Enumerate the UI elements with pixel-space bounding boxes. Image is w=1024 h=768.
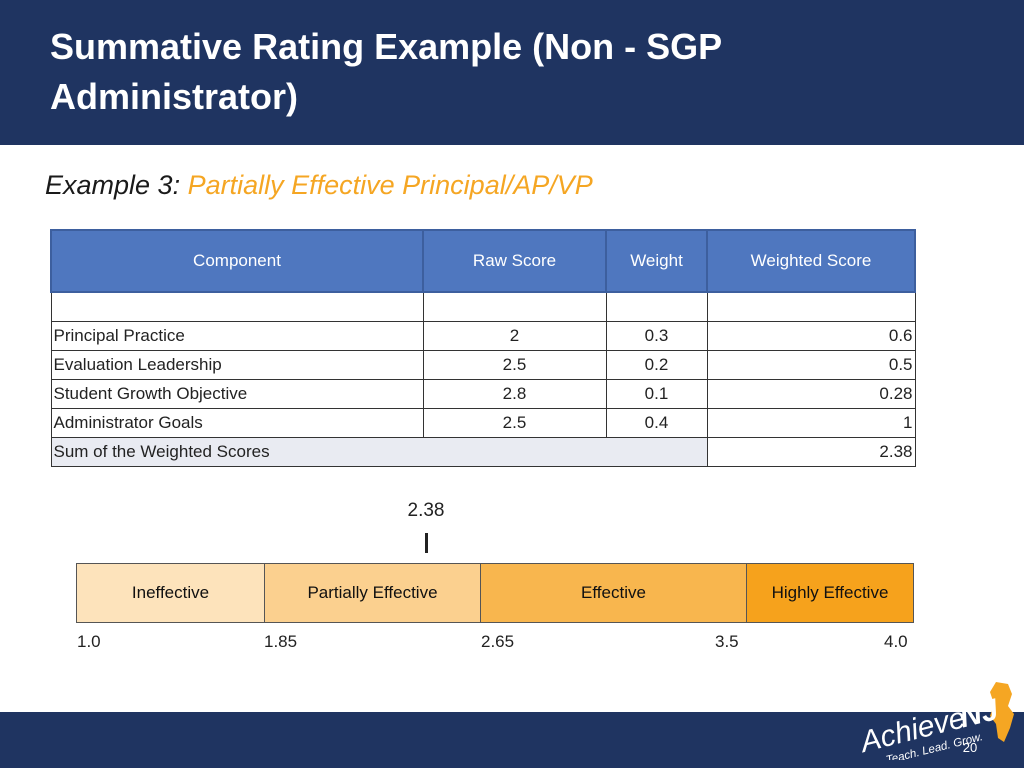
summative-score-table: Component Raw Score Weight Weighted Scor… (50, 229, 916, 467)
page-number: 20 (962, 740, 978, 755)
weighted-score-cell: 0.5 (706, 350, 916, 380)
sum-value: 2.38 (706, 437, 916, 467)
column-header-weight: Weight (605, 229, 708, 293)
weighted-score-cell: 1 (706, 408, 916, 438)
example-subtitle: Example 3: Partially Effective Principal… (45, 170, 593, 201)
example-description: Partially Effective Principal/AP/VP (187, 170, 593, 200)
raw-score-cell: 2 (422, 321, 607, 351)
table-row: Principal Practice 2 0.3 0.6 (50, 321, 916, 351)
example-number: Example 3: (45, 170, 181, 200)
scale-tick-label: 4.0 (884, 632, 908, 651)
scale-tick-label: 1.85 (264, 632, 298, 651)
rating-scale-bar: Ineffective Partially Effective Effectiv… (76, 563, 914, 623)
title-banner: Summative Rating Example (Non - SGP Admi… (0, 0, 1024, 145)
scale-tick-label: 1.0 (77, 632, 101, 651)
component-cell: Evaluation Leadership (50, 350, 424, 380)
table-header-row: Component Raw Score Weight Weighted Scor… (50, 229, 916, 293)
raw-score-cell: 2.8 (422, 379, 607, 409)
scale-tick-label: 3.5 (715, 632, 739, 651)
column-header-component: Component (50, 229, 424, 293)
table-row: Administrator Goals 2.5 0.4 1 (50, 408, 916, 438)
table-row: Evaluation Leadership 2.5 0.2 0.5 (50, 350, 916, 380)
weight-cell: 0.4 (605, 408, 708, 438)
scale-tick-label: 2.65 (481, 632, 515, 651)
score-marker-tick (425, 533, 428, 553)
sum-row: Sum of the Weighted Scores 2.38 (50, 437, 916, 467)
slide-title: Summative Rating Example (Non - SGP Admi… (50, 26, 722, 117)
raw-score-cell: 2.5 (422, 350, 607, 380)
footer-bar (0, 712, 1024, 768)
scale-segment-effective: Effective (481, 564, 747, 622)
achievenj-logo: Achieve NJ Teach. Lead. Grow. (858, 682, 1014, 760)
scale-segment-ineffective: Ineffective (77, 564, 265, 622)
scale-segment-partially-effective: Partially Effective (265, 564, 481, 622)
component-cell: Student Growth Objective (50, 379, 424, 409)
table-row: Student Growth Objective 2.8 0.1 0.28 (50, 379, 916, 409)
component-cell: Principal Practice (50, 321, 424, 351)
column-header-weighted-score: Weighted Score (706, 229, 916, 293)
weighted-score-cell: 0.28 (706, 379, 916, 409)
table-spacer (50, 291, 916, 322)
scale-segment-highly-effective: Highly Effective (747, 564, 913, 622)
raw-score-cell: 2.5 (422, 408, 607, 438)
column-header-raw-score: Raw Score (422, 229, 607, 293)
weight-cell: 0.3 (605, 321, 708, 351)
sum-label: Sum of the Weighted Scores (50, 437, 708, 467)
weight-cell: 0.1 (605, 379, 708, 409)
component-cell: Administrator Goals (50, 408, 424, 438)
weight-cell: 0.2 (605, 350, 708, 380)
new-jersey-state-icon (990, 682, 1014, 742)
weighted-score-cell: 0.6 (706, 321, 916, 351)
score-marker-value: 2.38 (407, 500, 445, 521)
